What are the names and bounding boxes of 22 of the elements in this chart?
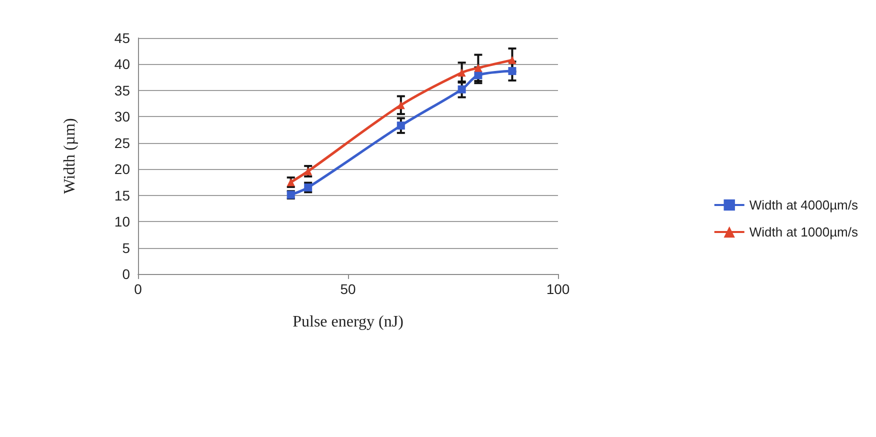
point [458,68,466,77]
point [458,85,466,94]
x-tick-label: 50 [340,281,356,297]
point [396,122,405,130]
x-axis-title: Pulse energy (nJ) [292,314,404,330]
y-tick-label: 30 [114,108,130,125]
legend-label: Width at 1000µm/s [749,224,858,240]
x-tick-label: 100 [546,281,570,297]
x-tick-label: 0 [134,281,142,297]
y-tick-label: 20 [114,161,130,178]
point [304,167,312,176]
y-axis-title: Width (µm) [62,118,78,194]
point [396,101,405,110]
y-tick-label: 35 [114,82,130,98]
y-tick-label: 40 [114,56,130,72]
y-tick-label: 25 [114,134,130,151]
legend-label: Width at 4000µm/s [749,198,858,212]
y-tick-label: 45 [114,30,130,46]
y-tick-label: 5 [122,240,130,256]
y-tick-label: 0 [122,266,130,282]
y-tick-label: 10 [114,214,130,230]
y-tick-label: 15 [114,187,130,204]
